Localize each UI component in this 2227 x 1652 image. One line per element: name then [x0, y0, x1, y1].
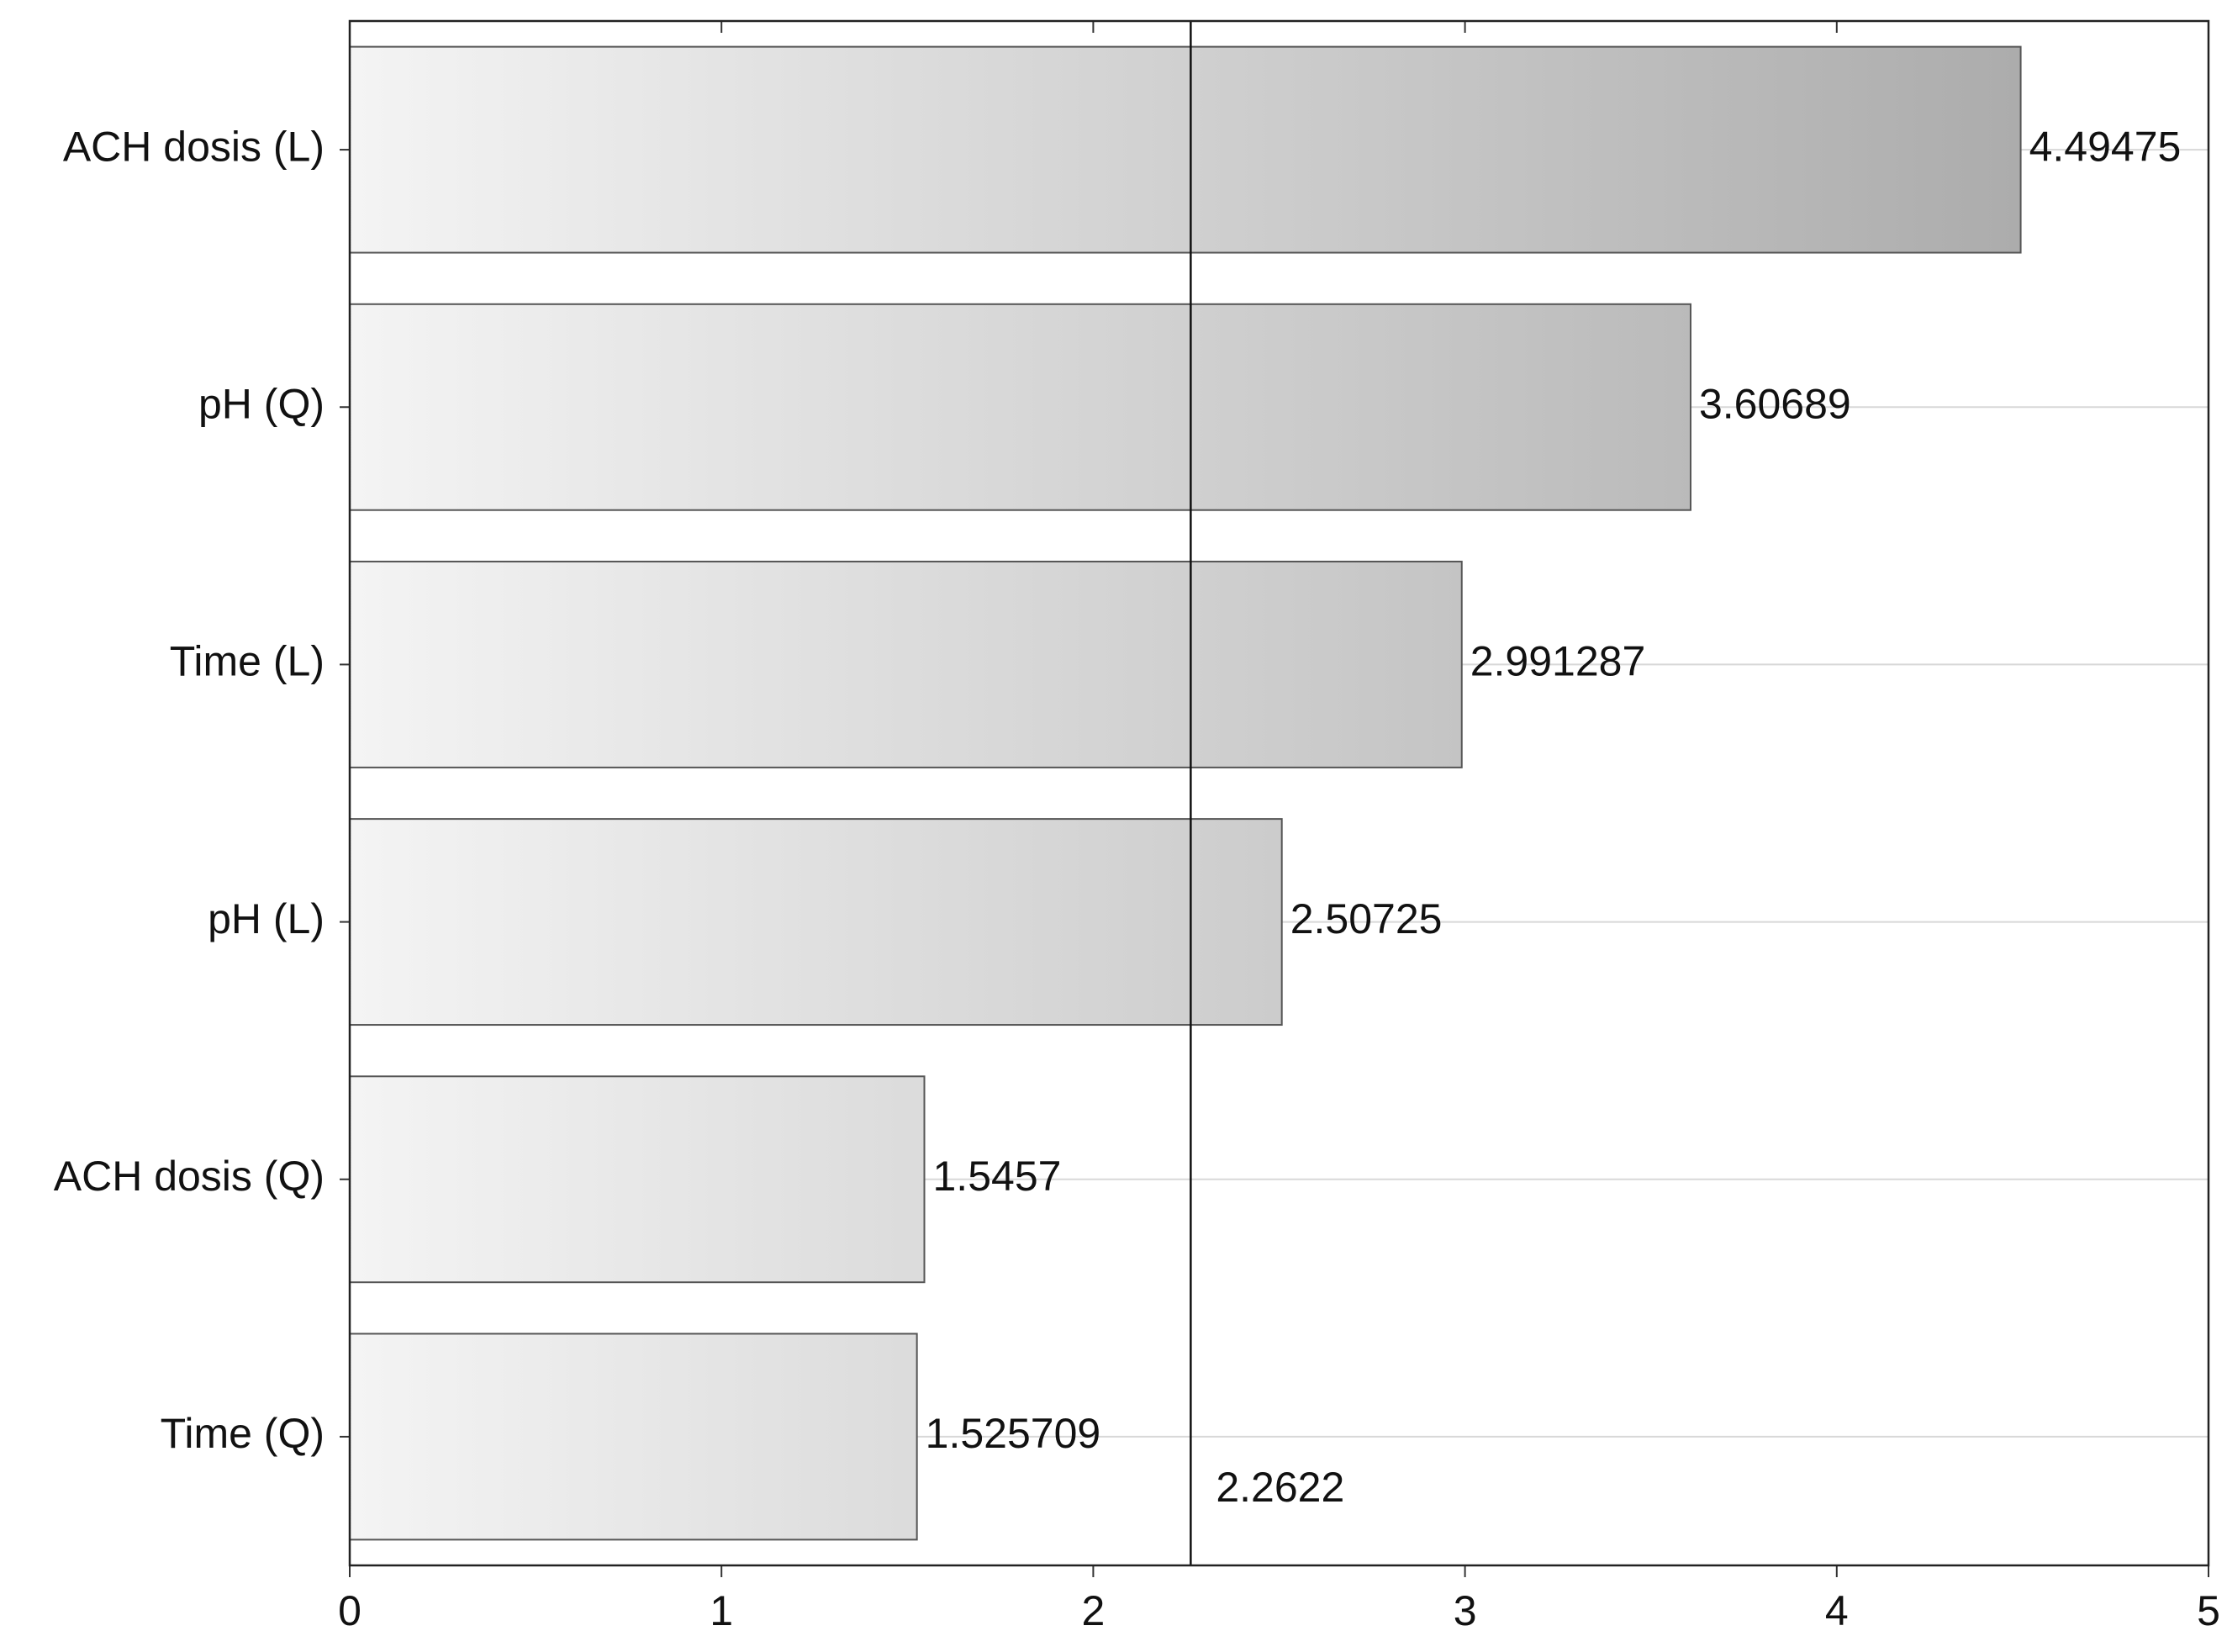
plot-frame: [348, 19, 2210, 1567]
y-tick-label: ACH dosis (Q): [54, 1153, 325, 1200]
x-tick-label: 1: [710, 1587, 733, 1634]
y-tick-label: pH (Q): [198, 380, 325, 427]
bar: [349, 1075, 926, 1284]
y-tick-label: Time (L): [170, 638, 325, 685]
reference-label: 2.2622: [1216, 1464, 1344, 1511]
value-label: 1.525709: [926, 1410, 1101, 1457]
x-tick-label: 3: [1454, 1587, 1477, 1634]
y-tick-label: ACH dosis (L): [63, 123, 325, 170]
x-tick-label: 5: [2197, 1587, 2220, 1634]
value-label: 2.50725: [1290, 895, 1443, 942]
value-label: 4.49475: [2029, 123, 2182, 170]
bar: [349, 303, 1691, 511]
x-tick-label: 2: [1081, 1587, 1105, 1634]
bar: [349, 45, 2022, 254]
value-label: 3.60689: [1699, 380, 1851, 427]
bar: [349, 1333, 918, 1541]
y-tick-label: Time (Q): [161, 1410, 325, 1457]
y-tick-label: pH (L): [208, 895, 325, 942]
value-label: 2.991287: [1470, 638, 1646, 685]
bar: [349, 560, 1463, 768]
x-tick-label: 0: [338, 1587, 361, 1634]
value-label: 1.5457: [933, 1153, 1062, 1200]
x-tick-label: 4: [1825, 1587, 1849, 1634]
bar: [349, 818, 1283, 1027]
